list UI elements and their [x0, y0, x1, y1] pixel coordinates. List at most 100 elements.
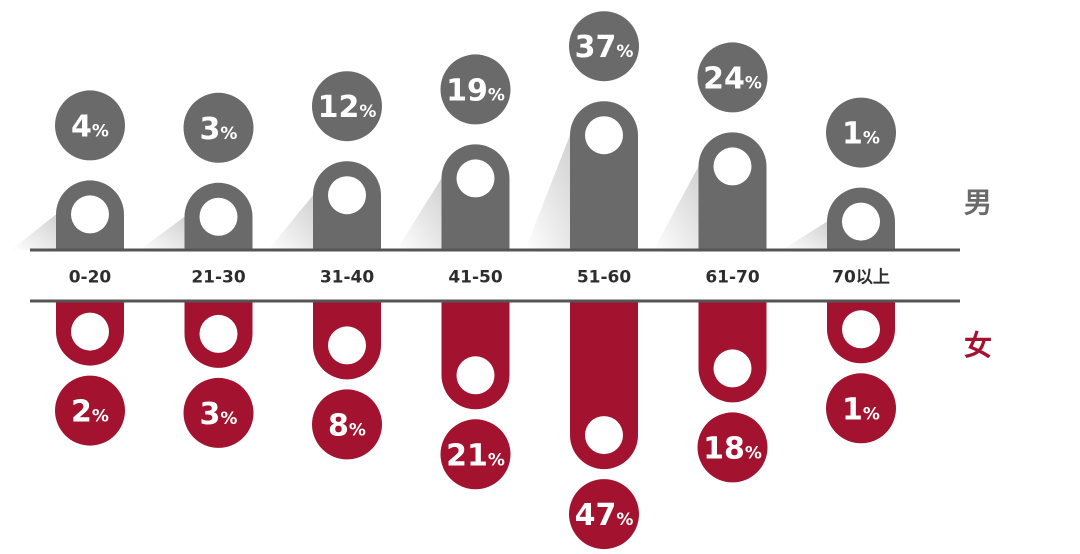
female-21-30-value-unit: % [220, 409, 237, 429]
female-21-30-badge-circle [183, 377, 254, 448]
male-70以上-badge-circle [826, 97, 896, 168]
female-61-70-value-label: 18% [703, 431, 762, 466]
female-31-40-badge-circle [312, 389, 382, 460]
male-bar-hole-0-20 [71, 195, 109, 234]
male-bar-shadow-70以上 [782, 221, 827, 250]
male-bar-hole-70以上 [842, 202, 880, 241]
male-51-60-value-number: 37 [575, 30, 617, 65]
female-61-70-value-number: 18 [703, 431, 745, 466]
male-21-30-value-number: 3 [200, 112, 221, 147]
female-bar-hole-21-30 [199, 314, 238, 353]
male-70以上-value-unit: % [863, 129, 880, 149]
female-70以上-badge: 1% [826, 373, 896, 444]
series-label-female: 女 [964, 329, 992, 362]
male-bar-hole-51-60 [585, 116, 623, 155]
female-31-40-value-label: 8% [328, 408, 366, 443]
male-bars [11, 101, 895, 250]
female-41-50-value-label: 21% [446, 438, 505, 473]
series-label-male: 男 [964, 186, 992, 219]
female-41-50-badge: 21% [440, 419, 511, 490]
male-61-70-value-label: 24% [703, 61, 762, 96]
female-0-20-badge: 2% [55, 375, 125, 446]
male-61-70-value-unit: % [745, 73, 762, 93]
category-label-41-50: 41-50 [448, 268, 503, 288]
category-label-61-70: 61-70 [705, 268, 760, 288]
male-bar-shadow-61-70 [653, 166, 699, 250]
male-bar-shadow-0-20 [11, 214, 56, 250]
female-70以上-value-label: 1% [842, 392, 880, 427]
male-41-50-badge: 19% [440, 54, 511, 125]
male-61-70-badge: 24% [697, 42, 768, 113]
female-41-50-badge-circle [440, 419, 511, 490]
female-51-60-value-unit: % [616, 510, 633, 530]
female-bar-hole-51-60 [585, 416, 623, 455]
female-bar-hole-0-20 [71, 312, 109, 351]
category-labels: 0-20 21-30 31-40 41-50 51-60 61-70 70以上 [69, 268, 890, 288]
female-70以上-value-number: 1 [842, 392, 863, 427]
category-label-51-60: 51-60 [577, 268, 632, 288]
male-70以上-value-label: 1% [842, 117, 880, 152]
female-70以上-badge-circle [826, 373, 896, 444]
male-51-60-value-label: 37% [575, 30, 634, 65]
female-0-20-value-unit: % [92, 407, 109, 427]
female-41-50-value-number: 21 [446, 438, 488, 473]
male-31-40-value-number: 12 [318, 90, 360, 125]
male-51-60-badge: 37% [569, 11, 639, 82]
female-41-50-value-unit: % [488, 450, 505, 470]
female-bar-hole-61-70 [713, 349, 752, 388]
male-0-20-value-unit: % [92, 121, 109, 141]
category-label-31-40: 31-40 [320, 268, 375, 288]
female-31-40-value-unit: % [349, 420, 366, 440]
male-21-30-value-label: 3% [200, 112, 238, 147]
male-bar-hole-41-50 [456, 159, 495, 198]
male-bar-shadow-21-30 [139, 216, 185, 250]
male-31-40-badge: 12% [312, 71, 382, 142]
male-31-40-badge-circle [312, 71, 382, 142]
male-51-60-badge-circle [569, 11, 639, 82]
female-0-20-value-number: 2 [71, 395, 92, 430]
male-21-30-badge: 3% [183, 92, 254, 163]
female-0-20-badge-circle [55, 375, 125, 446]
female-70以上-value-unit: % [863, 404, 880, 424]
category-label-70以上: 70以上 [832, 268, 890, 288]
male-0-20-badge: 4% [55, 90, 125, 161]
male-bar-hole-61-70 [713, 147, 752, 186]
female-61-70-badge: 18% [697, 412, 768, 483]
male-bar-shadow-41-50 [396, 178, 442, 250]
female-bar-hole-70以上 [842, 310, 880, 349]
male-61-70-badge-circle [697, 42, 768, 113]
female-bar-hole-41-50 [456, 356, 495, 395]
female-21-30-value-label: 3% [200, 397, 238, 432]
male-bar-shadow-51-60 [525, 135, 570, 250]
male-31-40-value-label: 12% [318, 90, 377, 125]
female-61-70-value-unit: % [745, 443, 762, 463]
male-bar-hole-31-40 [328, 176, 366, 215]
female-21-30-badge: 3% [183, 377, 254, 448]
male-41-50-value-label: 19% [446, 73, 505, 108]
male-0-20-value-label: 4% [71, 109, 109, 144]
male-51-60-value-unit: % [616, 42, 633, 62]
value-labels: 4%2%3%3%12%8%19%21%37%47%24%18%1%1% [55, 11, 896, 550]
female-0-20-value-label: 2% [71, 395, 109, 430]
female-51-60-badge-circle [569, 479, 639, 550]
male-70以上-value-number: 1 [842, 117, 863, 152]
male-70以上-badge: 1% [826, 97, 896, 168]
male-61-70-value-number: 24 [703, 61, 745, 96]
male-41-50-value-unit: % [488, 85, 505, 105]
male-21-30-badge-circle [183, 92, 254, 163]
male-31-40-value-unit: % [359, 102, 376, 122]
category-label-0-20: 0-20 [69, 268, 112, 288]
female-31-40-badge: 8% [312, 389, 382, 460]
male-41-50-value-number: 19 [446, 73, 488, 108]
male-0-20-value-number: 4 [71, 109, 92, 144]
category-label-21-30: 21-30 [191, 268, 246, 288]
female-bars [56, 301, 895, 470]
female-51-60-value-number: 47 [575, 498, 617, 533]
male-0-20-badge-circle [55, 90, 125, 161]
male-41-50-badge-circle [440, 54, 511, 125]
male-21-30-value-unit: % [220, 124, 237, 144]
female-31-40-value-number: 8 [328, 408, 349, 443]
female-51-60-badge: 47% [569, 479, 639, 550]
female-51-60-value-label: 47% [575, 498, 634, 533]
